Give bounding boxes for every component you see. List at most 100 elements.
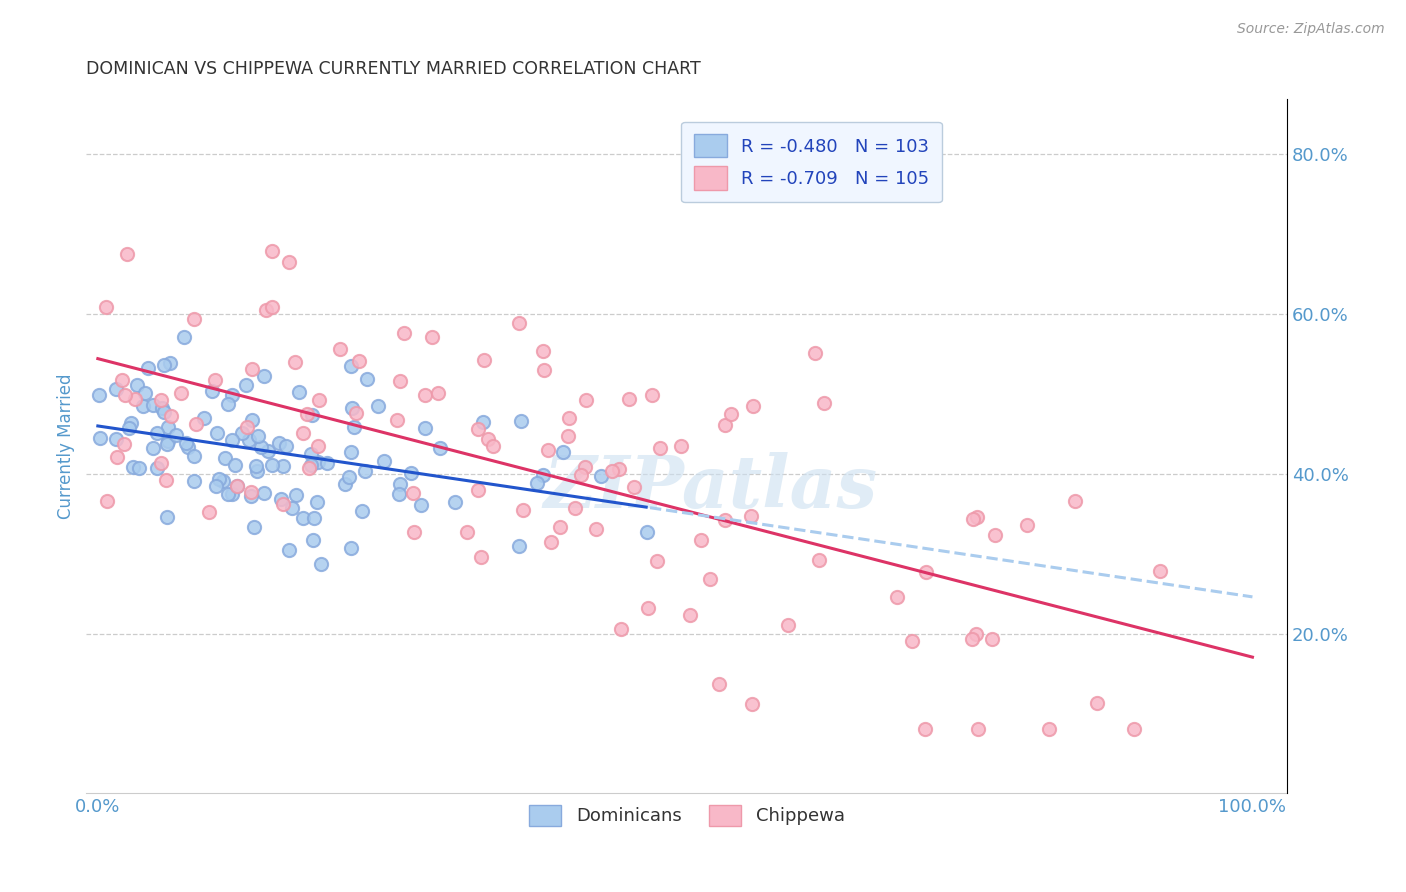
Point xyxy=(111,373,134,387)
Point xyxy=(585,522,607,536)
Point xyxy=(1038,723,1060,737)
Point xyxy=(302,511,325,525)
Point xyxy=(1122,723,1144,737)
Point xyxy=(557,429,579,443)
Point xyxy=(120,416,142,430)
Point xyxy=(714,417,737,432)
Point xyxy=(159,356,181,370)
Point xyxy=(707,677,730,691)
Point xyxy=(104,432,127,446)
Point xyxy=(245,458,267,473)
Point xyxy=(340,359,363,373)
Point xyxy=(243,520,266,534)
Point xyxy=(134,385,156,400)
Point xyxy=(776,618,799,632)
Point xyxy=(914,723,936,737)
Point xyxy=(170,385,193,400)
Point xyxy=(145,426,167,441)
Point xyxy=(183,474,205,488)
Point xyxy=(965,627,987,641)
Point xyxy=(112,437,135,451)
Point xyxy=(114,388,136,402)
Point xyxy=(165,427,187,442)
Point xyxy=(981,632,1004,647)
Point xyxy=(564,500,586,515)
Point xyxy=(217,397,239,411)
Point xyxy=(250,440,273,454)
Point xyxy=(385,413,408,427)
Point xyxy=(429,442,451,456)
Point xyxy=(136,361,159,376)
Point xyxy=(352,504,374,518)
Point xyxy=(253,485,276,500)
Text: DOMINICAN VS CHIPPEWA CURRENTLY MARRIED CORRELATION CHART: DOMINICAN VS CHIPPEWA CURRENTLY MARRIED … xyxy=(86,60,702,78)
Point xyxy=(221,487,243,501)
Point xyxy=(966,723,988,737)
Point xyxy=(284,488,307,502)
Point xyxy=(150,456,173,470)
Point xyxy=(299,447,322,461)
Point xyxy=(531,467,554,482)
Point xyxy=(173,330,195,344)
Point xyxy=(389,477,412,491)
Point xyxy=(509,414,531,428)
Point xyxy=(531,343,554,358)
Point xyxy=(278,542,301,557)
Point xyxy=(211,474,233,488)
Point xyxy=(740,508,762,523)
Point xyxy=(512,502,534,516)
Point xyxy=(157,434,180,449)
Point xyxy=(118,421,141,435)
Point xyxy=(240,484,263,499)
Point xyxy=(558,410,581,425)
Point xyxy=(337,469,360,483)
Point xyxy=(637,601,659,615)
Point xyxy=(150,401,173,416)
Point xyxy=(316,456,339,470)
Point xyxy=(470,549,492,564)
Point xyxy=(128,461,150,475)
Point xyxy=(262,300,284,314)
Point xyxy=(1085,696,1108,710)
Point xyxy=(402,485,425,500)
Point xyxy=(156,510,179,524)
Point xyxy=(550,520,572,534)
Point xyxy=(333,477,356,491)
Point xyxy=(636,525,658,540)
Point xyxy=(184,417,207,431)
Point xyxy=(340,445,363,459)
Point xyxy=(292,426,315,441)
Point xyxy=(239,489,262,503)
Point xyxy=(301,409,323,423)
Point xyxy=(714,513,737,527)
Text: Source: ZipAtlas.com: Source: ZipAtlas.com xyxy=(1237,22,1385,37)
Point xyxy=(607,462,630,476)
Point xyxy=(226,479,249,493)
Point xyxy=(526,475,548,490)
Point xyxy=(648,441,671,455)
Point xyxy=(238,433,260,447)
Point xyxy=(221,388,243,402)
Point xyxy=(288,384,311,399)
Point xyxy=(960,632,983,646)
Point xyxy=(803,346,825,360)
Point xyxy=(984,528,1007,542)
Point xyxy=(699,572,721,586)
Point xyxy=(413,421,436,435)
Point xyxy=(1063,493,1085,508)
Point xyxy=(641,388,664,402)
Point xyxy=(253,368,276,383)
Point xyxy=(307,439,329,453)
Point xyxy=(87,387,110,401)
Point xyxy=(589,468,612,483)
Point xyxy=(89,432,111,446)
Point xyxy=(274,439,297,453)
Point xyxy=(741,697,763,711)
Point xyxy=(183,312,205,326)
Point xyxy=(340,401,363,416)
Point xyxy=(308,392,330,407)
Point xyxy=(901,634,924,648)
Point xyxy=(174,436,197,450)
Point xyxy=(284,355,307,369)
Point xyxy=(807,552,830,566)
